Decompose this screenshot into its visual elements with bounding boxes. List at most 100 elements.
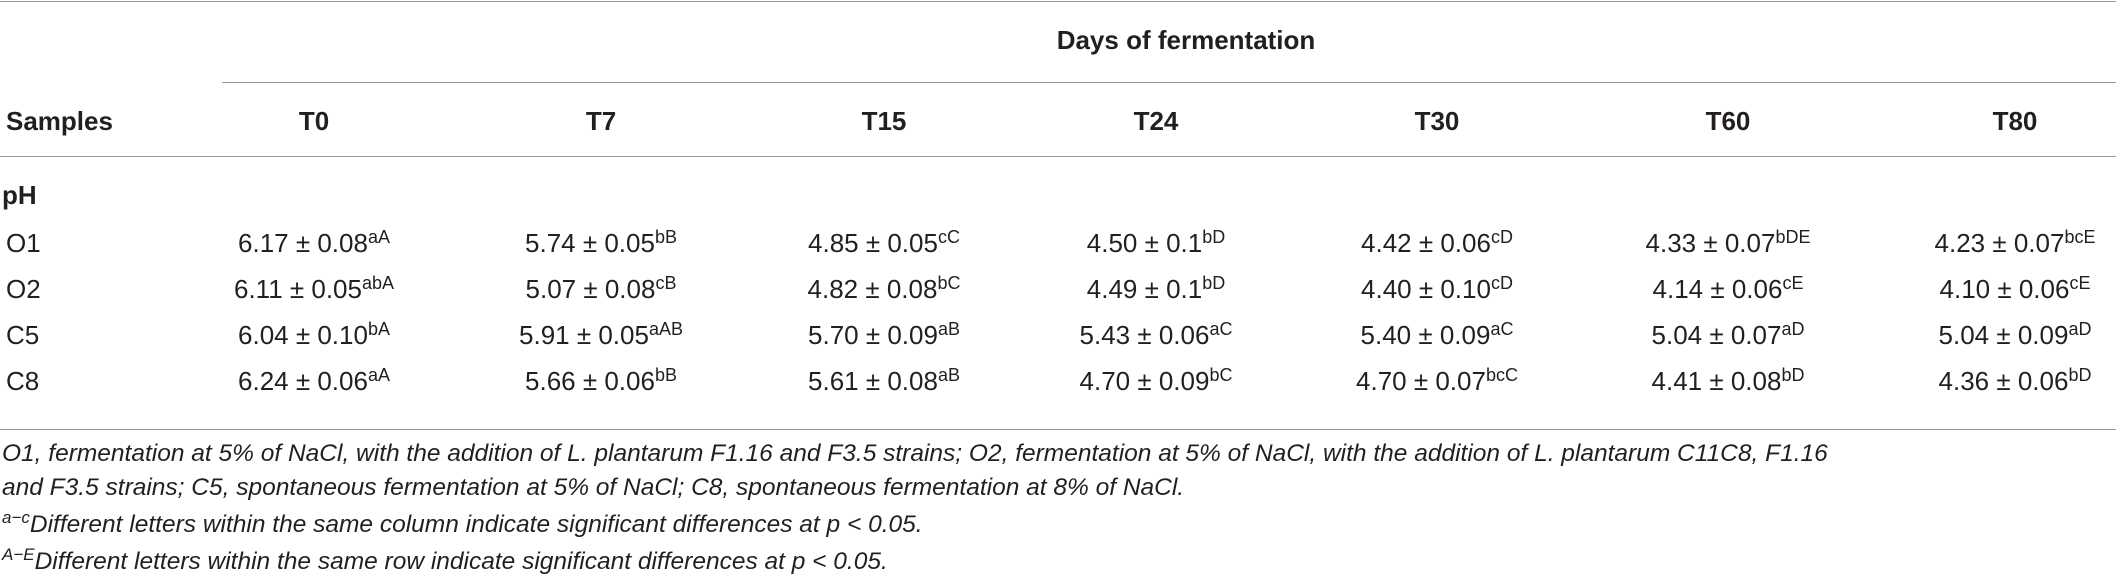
cell-superscript: cE [2069, 273, 2091, 293]
cell-superscript: bD [2068, 365, 2092, 385]
table-cell: 6.24 ± 0.06aA [238, 365, 390, 396]
table-cell: 4.82 ± 0.08bC [807, 273, 961, 304]
table-cell: 5.43 ± 0.06aC [1079, 319, 1233, 350]
cell-value: 5.40 ± 0.09 [1360, 320, 1491, 350]
table-cell: 4.49 ± 0.1bD [1086, 274, 1225, 304]
column-header-t0: T0 [298, 106, 330, 136]
cell-value: 6.11 ± 0.05 [233, 274, 362, 304]
cell-superscript: bC [1209, 365, 1233, 385]
table-cell: 5.61 ± 0.08aB [808, 365, 960, 396]
cell-superscript: bD [1781, 365, 1805, 385]
footnote-row-letters: A−EDifferent letters within the same row… [2, 546, 888, 575]
table-cell: 5.04 ± 0.09aD [1938, 319, 2092, 350]
cell-value: 4.41 ± 0.08 [1651, 366, 1782, 396]
cell-superscript: cE [1782, 273, 1804, 293]
footnote-column-text: Different letters within the same column… [29, 511, 923, 538]
cell-superscript: bDE [1775, 227, 1811, 247]
table-cell: 5.70 ± 0.09aB [808, 319, 960, 350]
row-label-c8: C8 [6, 366, 40, 396]
cell-value: 6.04 ± 0.10 [238, 320, 368, 350]
column-header-t80: T80 [1992, 106, 2038, 136]
row-label-c5: C5 [6, 320, 40, 350]
footnote-column-marker: a−c [2, 508, 30, 527]
samples-header: Samples [6, 106, 113, 136]
row-label-o2: O2 [6, 274, 41, 304]
header-bottom-rule [0, 156, 2116, 157]
cell-value: 4.33 ± 0.07 [1645, 228, 1776, 258]
column-header-t7: T7 [585, 106, 617, 136]
cell-value: 4.14 ± 0.06 [1652, 274, 1783, 304]
cell-value: 4.40 ± 0.10 [1361, 274, 1491, 304]
cell-value: 6.24 ± 0.06 [238, 366, 368, 396]
cell-value: 4.36 ± 0.06 [1938, 366, 2069, 396]
table-cell: 4.50 ± 0.1bD [1086, 227, 1226, 258]
table-cell: 6.04 ± 0.10bA [238, 319, 390, 350]
cell-value: 5.70 ± 0.09 [808, 320, 938, 350]
cell-superscript: aB [937, 365, 960, 385]
cell-value: 5.61 ± 0.08 [808, 366, 938, 396]
cell-superscript: aC [1209, 319, 1233, 339]
table-cell: 6.17 ± 0.08aA [238, 227, 390, 256]
column-header-t30: T30 [1414, 106, 1460, 136]
cell-value: 5.04 ± 0.07 [1651, 320, 1782, 350]
group-header-rule [222, 82, 2116, 83]
cell-superscript: bD [1202, 227, 1226, 247]
cell-value: 5.66 ± 0.06 [525, 366, 655, 396]
table-cell: 4.36 ± 0.06bD [1938, 365, 2092, 396]
table-cell: 4.70 ± 0.09bC [1080, 365, 1233, 394]
cell-value: 4.10 ± 0.06 [1939, 274, 2070, 304]
table-cell: 5.40 ± 0.09aC [1360, 319, 1514, 350]
table-cell: 4.41 ± 0.08bD [1651, 365, 1805, 396]
cell-value: 4.85 ± 0.05 [808, 228, 938, 258]
table-cell: 4.23 ± 0.07bcE [1935, 227, 2096, 256]
table-cell: 6.11 ± 0.05abA [233, 273, 395, 304]
group-header: Days of fermentation [1056, 25, 1316, 55]
footnote-row-text: Different letters within the same row in… [34, 548, 888, 575]
table-cell: 4.10 ± 0.06cE [1939, 273, 2091, 304]
cell-value: 4.49 ± 0.1 [1086, 274, 1203, 304]
cell-superscript: bB [654, 365, 677, 385]
cell-superscript: abA [361, 273, 395, 293]
cell-superscript: aAB [648, 319, 683, 339]
cell-value: 4.82 ± 0.08 [807, 274, 938, 304]
cell-value: 5.91 ± 0.05 [519, 320, 649, 350]
cell-superscript: bcE [2064, 227, 2096, 247]
cell-superscript: aC [1490, 319, 1514, 339]
cell-value: 5.43 ± 0.06 [1079, 320, 1210, 350]
table-cell: 5.66 ± 0.06bB [525, 365, 677, 396]
table-cell: 5.74 ± 0.05bB [525, 227, 677, 258]
row-label-o1: O1 [6, 228, 41, 258]
table-cell: 5.07 ± 0.08cB [525, 273, 677, 304]
footnote-abbreviations-line-1: O1, fermentation at 5% of NaCl, with the… [2, 440, 1828, 467]
table-cell: 4.14 ± 0.06cE [1652, 273, 1804, 304]
cell-superscript: cB [655, 273, 677, 293]
table-cell: 5.04 ± 0.07aD [1651, 319, 1805, 350]
cell-value: 5.74 ± 0.05 [525, 228, 655, 258]
footnote-abbreviations-line-2: and F3.5 strains; C5, spontaneous fermen… [2, 474, 1185, 501]
column-header-t15: T15 [861, 106, 907, 136]
cell-superscript: aD [2068, 319, 2092, 339]
cell-superscript: bB [654, 227, 677, 247]
column-header-t24: T24 [1133, 106, 1179, 136]
cell-superscript: cD [1490, 227, 1513, 247]
cell-superscript: aA [367, 365, 390, 385]
cell-superscript: aB [937, 319, 960, 339]
cell-superscript: aD [1781, 319, 1805, 339]
cell-superscript: bC [937, 273, 961, 293]
top-rule [0, 1, 2116, 2]
table-cell: 4.33 ± 0.07bDE [1645, 227, 1811, 258]
cell-value: 4.50 ± 0.1 [1086, 228, 1203, 258]
cell-value: 5.07 ± 0.08 [525, 274, 656, 304]
cell-superscript: aA [367, 227, 390, 247]
cell-value: 4.42 ± 0.06 [1361, 228, 1491, 258]
cell-superscript: bA [367, 319, 390, 339]
cell-value: 5.04 ± 0.09 [1938, 320, 2069, 350]
cell-value: 4.70 ± 0.07 [1356, 366, 1486, 396]
cell-superscript: cC [937, 227, 960, 247]
cell-superscript: bcC [1485, 365, 1518, 385]
footnote-column-letters: a−cDifferent letters within the same col… [2, 509, 923, 538]
cell-superscript: cD [1490, 273, 1513, 293]
table-cell: 4.85 ± 0.05cC [808, 227, 960, 258]
table-cell: 4.42 ± 0.06cD [1361, 227, 1513, 258]
footnote-row-marker: A−E [2, 545, 35, 564]
